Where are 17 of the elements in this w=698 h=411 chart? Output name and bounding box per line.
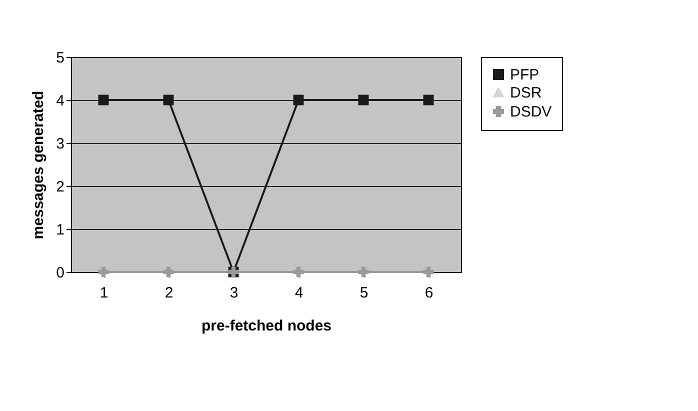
x-tick-label: 2: [164, 284, 174, 302]
x-tick-label: 3: [230, 284, 238, 302]
y-tick-label: 1: [56, 222, 64, 238]
y-tick-label: 5: [56, 50, 64, 66]
x-tick-label: 6: [424, 284, 434, 302]
x-tick-label: 1: [100, 284, 108, 302]
y-tick-label: 4: [56, 92, 64, 110]
y-axis-title: messages generated: [30, 90, 48, 240]
x-tick-label: 5: [360, 284, 368, 302]
x-axis-title: pre-fetched nodes: [201, 318, 332, 334]
x-tick-label: 4: [294, 284, 304, 302]
y-tick-label: 2: [56, 178, 64, 196]
legend-label: DSDV: [510, 104, 552, 120]
legend-label: DSR: [510, 84, 542, 102]
legend-label: PFP: [510, 66, 540, 84]
y-tick-label: 0: [56, 264, 64, 282]
y-tick-label: 3: [56, 136, 64, 152]
